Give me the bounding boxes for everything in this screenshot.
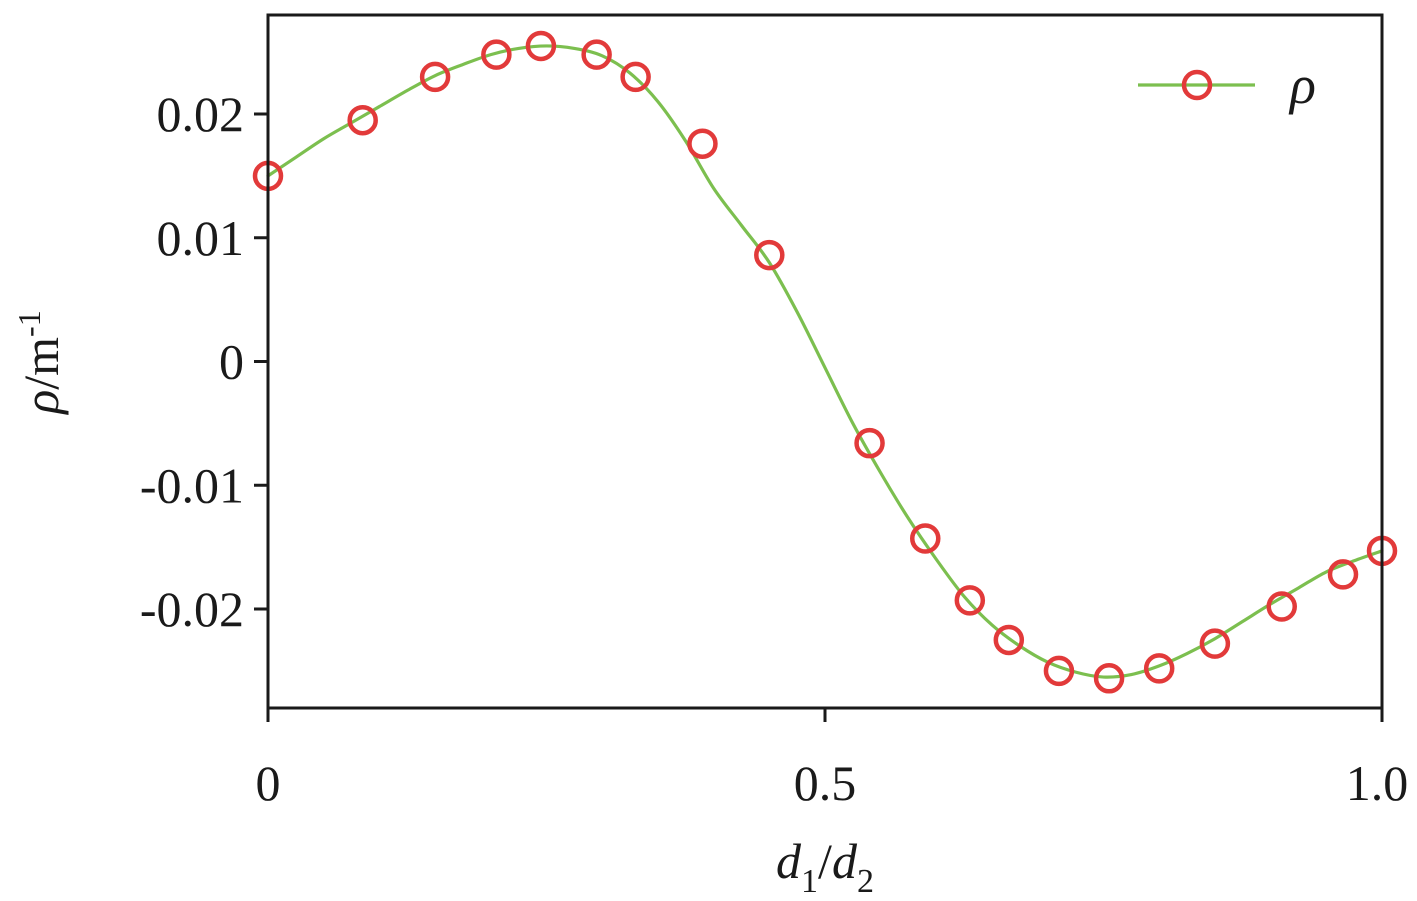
data-point-marker <box>1143 653 1175 684</box>
data-point-marker <box>1093 663 1125 694</box>
data-point-marker <box>687 128 718 159</box>
x-axis-ticks: 0 0.5 1.0 <box>256 708 1409 811</box>
series-line <box>266 44 1384 679</box>
x-axis-title: d1/d2 <box>776 833 874 900</box>
plot-frame <box>266 13 1384 710</box>
data-point-marker <box>854 427 885 459</box>
y-tick-label: 0.01 <box>157 210 245 266</box>
data-point-marker <box>525 30 557 62</box>
y-tick-label: -0.02 <box>140 581 244 637</box>
y-axis-ticks: -0.02 -0.01 0 0.01 0.02 <box>140 86 268 637</box>
data-point-marker <box>620 61 651 93</box>
x-tick-label: 1.0 <box>1346 755 1409 811</box>
data-point-marker <box>481 39 512 70</box>
data-point-marker <box>1327 559 1359 590</box>
data-point-marker <box>419 61 451 93</box>
legend-marker <box>1181 69 1213 101</box>
data-point-marker <box>1199 628 1231 659</box>
data-point-marker <box>993 624 1025 656</box>
y-tick-label: 0 <box>219 334 244 390</box>
data-point-marker <box>1043 655 1075 687</box>
y-axis-title: ρ/m-1 <box>11 310 69 415</box>
x-tick-label: 0 <box>256 755 281 811</box>
x-tick-label: 0.5 <box>794 755 857 811</box>
data-point-marker <box>347 104 378 136</box>
series-markers <box>252 30 1398 694</box>
legend: ρ <box>1138 55 1316 115</box>
data-point-marker <box>1266 591 1297 622</box>
y-tick-label: 0.02 <box>157 86 245 142</box>
data-point-marker <box>910 523 941 554</box>
data-point-marker <box>581 39 612 70</box>
data-point-marker <box>754 239 785 271</box>
legend-label: ρ <box>1288 55 1316 115</box>
y-tick-label: -0.01 <box>140 457 244 513</box>
data-point-marker <box>954 585 986 616</box>
